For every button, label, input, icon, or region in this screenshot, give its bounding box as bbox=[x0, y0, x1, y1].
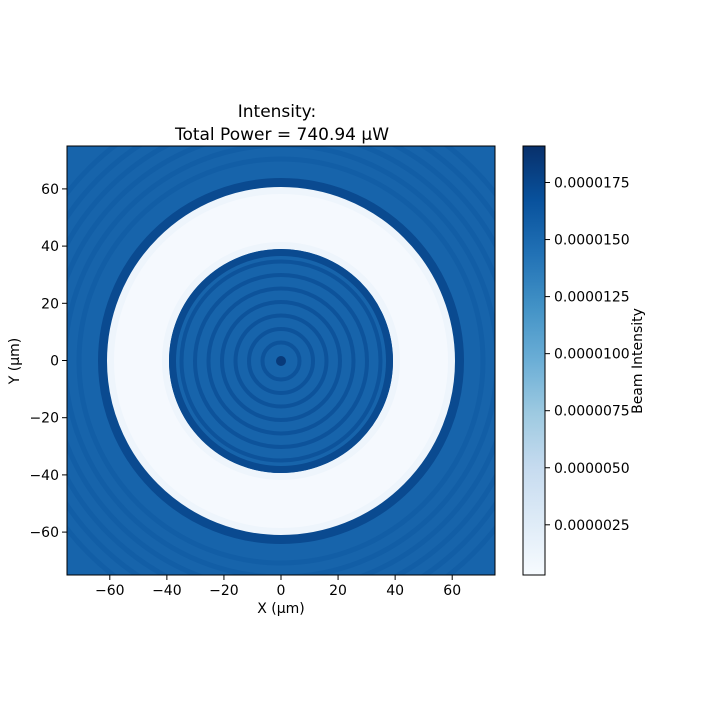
y-tick-label: −40 bbox=[29, 468, 59, 484]
inner-ripples bbox=[179, 259, 383, 463]
inner-ripple-ring bbox=[206, 286, 356, 436]
x-tick-label: −40 bbox=[152, 583, 182, 599]
y-axis-ticks: −60 −40 −20 0 20 40 60 bbox=[29, 182, 67, 541]
colorbar bbox=[522, 145, 546, 576]
y-tick-label: 0 bbox=[50, 354, 59, 370]
outer-ripples bbox=[67, 146, 495, 575]
x-tick-label: 20 bbox=[329, 583, 347, 599]
colorbar-tick-label: 0.0000175 bbox=[554, 176, 630, 192]
chart-title-line1: Intensity: bbox=[238, 102, 316, 122]
annulus-bright-core bbox=[114, 194, 448, 528]
inner-ripple-ring bbox=[220, 300, 342, 422]
x-tick-label: 60 bbox=[443, 583, 461, 599]
colorbar-tick-label: 0.0000075 bbox=[554, 404, 630, 420]
colorbar-tick-label: 0.0000125 bbox=[554, 290, 630, 306]
inner-ripple-ring bbox=[179, 259, 383, 463]
x-tick-label: −20 bbox=[209, 583, 239, 599]
annulus-outer-dark-ring bbox=[98, 178, 464, 544]
x-tick-label: 40 bbox=[386, 583, 404, 599]
x-tick-label: −60 bbox=[95, 583, 125, 599]
x-axis-label: X (μm) bbox=[257, 601, 305, 617]
colorbar-label: Beam Intensity bbox=[630, 308, 646, 414]
center-spot bbox=[276, 356, 286, 366]
colorbar-ticks: 0.0000025 0.0000050 0.0000075 0.0000100 0.00… bbox=[545, 176, 630, 534]
y-tick-label: 60 bbox=[41, 182, 59, 198]
y-tick-label: 40 bbox=[41, 239, 59, 255]
colorbar-tick-label: 0.0000150 bbox=[554, 233, 630, 249]
inner-ripple-ring bbox=[247, 327, 315, 395]
annulus-inner-dark-ring bbox=[169, 249, 393, 473]
colorbar-tick-label: 0.0000025 bbox=[554, 518, 630, 534]
x-tick-label: 0 bbox=[277, 583, 286, 599]
chart-title-line2: Total Power = 740.94 μW bbox=[174, 125, 389, 145]
y-tick-label: −20 bbox=[29, 411, 59, 427]
inner-ripple-ring bbox=[193, 273, 369, 449]
y-tick-label: −60 bbox=[29, 525, 59, 541]
inner-ripple-ring bbox=[233, 313, 329, 409]
colorbar-tick-label: 0.0000100 bbox=[554, 347, 630, 363]
y-tick-label: 20 bbox=[41, 296, 59, 312]
x-axis-ticks: −60 −40 −20 0 20 40 60 bbox=[95, 575, 461, 599]
colorbar-tick-label: 0.0000050 bbox=[554, 461, 630, 477]
heatmap-plot bbox=[67, 146, 495, 575]
outer-ripple-ring bbox=[76, 156, 486, 566]
inner-ripple-ring bbox=[260, 340, 302, 382]
y-axis-label: Y (μm) bbox=[7, 338, 23, 385]
